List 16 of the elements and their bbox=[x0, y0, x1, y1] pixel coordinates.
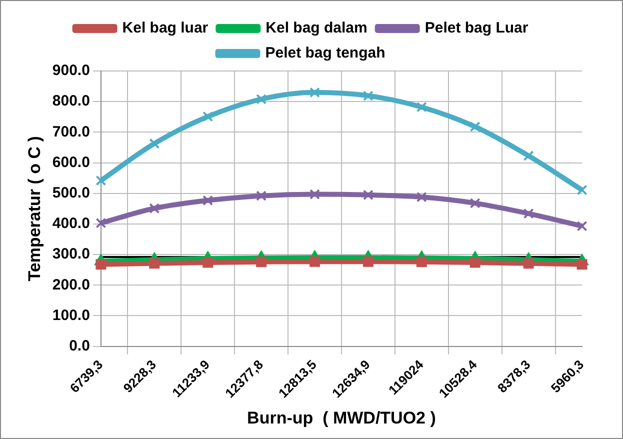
legend-label: Kel bag luar bbox=[122, 20, 208, 37]
y-tick-label: 300.0 bbox=[52, 246, 90, 263]
y-tick-label: 400.0 bbox=[52, 215, 90, 232]
y-tick-label: 700.0 bbox=[52, 123, 90, 140]
y-tick-label: 600.0 bbox=[52, 154, 90, 171]
x-axis-title: Burn-up ( MWD/TUO2 ) bbox=[247, 408, 436, 428]
y-tick-label: 900.0 bbox=[52, 62, 90, 80]
y-tick-label: 800.0 bbox=[52, 92, 90, 110]
y-tick-label: 200.0 bbox=[52, 276, 90, 294]
legend-label: Kel bag dalam bbox=[266, 20, 368, 37]
y-tick-label: 500.0 bbox=[52, 184, 90, 202]
y-tick-label: 0.0 bbox=[69, 337, 90, 354]
y-tick-label: 100.0 bbox=[52, 306, 90, 324]
legend-label: Pelet bag tengah bbox=[265, 44, 386, 62]
legend-label: Pelet bag Luar bbox=[424, 20, 528, 37]
y-axis-title: Temperatur ( o C ) bbox=[24, 136, 44, 282]
